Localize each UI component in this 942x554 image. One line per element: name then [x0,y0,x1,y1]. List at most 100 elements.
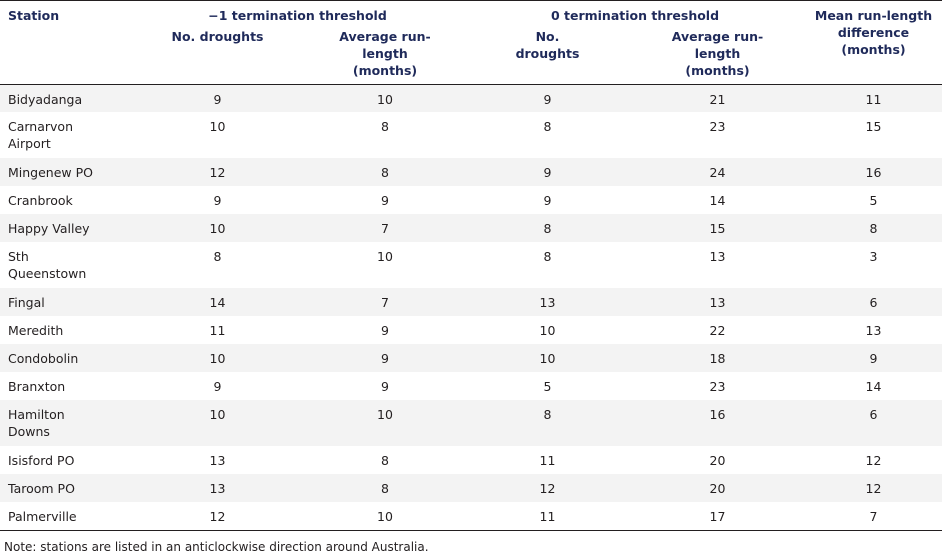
station-name-cell: Isisford PO [8,453,75,468]
zero-no-droughts-cell: 9 [543,193,552,208]
mean-difference-cell: 9 [869,351,878,366]
zero-no-droughts-cell: 10 [539,323,556,338]
minus1-no-droughts-header: No. droughts [171,28,264,44]
station-name-cell: Branxton [8,379,66,394]
zero-average-run-length-cell: 23 [709,119,726,134]
zero-average-run-length-cell: 13 [709,295,726,310]
mean-difference-cell: 5 [869,193,878,208]
zero-no-droughts-cell: 5 [543,379,552,394]
minus1-no-droughts-cell: 11 [209,323,226,338]
minus1-no-droughts-cell: 12 [209,509,226,524]
mean-difference-cell: 16 [865,165,882,180]
minus1-no-droughts-cell: 13 [209,453,226,468]
zero-average-run-length-cell: 17 [709,509,726,524]
minus1-average-run-length-cell: 7 [381,221,389,236]
zero-no-droughts-cell: 11 [539,509,556,524]
minus1-average-run-length-cell: 7 [381,295,389,310]
station-name-cell: Hamilton Downs [8,407,65,439]
zero-average-run-length-cell: 22 [709,323,726,338]
station-name-cell: Meredith [8,323,64,338]
table-row: Cranbrook 9 9 9 14 5 [0,186,942,214]
minus1-no-droughts-cell: 14 [209,295,226,310]
zero-average-run-length-cell: 20 [709,481,726,496]
zero-average-run-length-cell: 13 [709,249,726,264]
minus1-no-droughts-cell: 9 [213,379,222,394]
minus1-no-droughts-cell: 13 [209,481,226,496]
zero-no-droughts-cell: 11 [539,453,556,468]
mean-difference-column-header: Mean run-length difference (months) [814,8,933,57]
zero-average-run-length-cell: 23 [709,379,726,394]
zero-threshold-group-header: 0 termination threshold [550,8,720,23]
mean-difference-cell: 8 [869,221,878,236]
station-name-cell: Palmerville [8,509,77,524]
mean-difference-cell: 14 [865,379,882,394]
station-name-cell: Sth Queenstown [8,249,87,281]
table-footnote: Note: stations are listed in an anticloc… [4,540,429,554]
station-name-cell: Mingenew PO [8,165,93,180]
mean-difference-cell: 13 [865,323,882,338]
table-body: Bidyadanga 9 10 9 21 11 Carnarvon Airport 10 8 8 2… [0,84,942,530]
zero-no-droughts-cell: 9 [543,91,552,107]
zero-no-droughts-cell: 8 [543,249,552,264]
zero-average-run-length-cell: 14 [709,193,726,208]
table-row: Taroom PO 13 8 12 20 12 [0,474,942,502]
zero-no-droughts-cell: 8 [543,221,552,236]
table-row: Happy Valley 10 7 8 15 8 [0,214,942,242]
zero-no-droughts-cell: 9 [543,165,552,180]
zero-no-droughts-cell: 10 [539,351,556,366]
table-row: Sth Queenstown 8 10 8 13 3 [0,242,942,288]
station-column-header: Station [8,8,60,23]
zero-no-droughts-cell: 8 [543,407,552,422]
mean-difference-cell: 7 [869,509,878,524]
zero-no-droughts-header: No. droughts [515,28,580,61]
minus1-average-run-length-cell: 8 [381,165,389,180]
minus1-average-run-length-cell: 10 [377,509,393,524]
minus1-average-run-length-cell: 8 [381,119,389,134]
table-row: Isisford PO 13 8 11 20 12 [0,446,942,474]
zero-average-run-length-cell: 15 [709,221,726,236]
mean-difference-cell: 3 [869,249,878,264]
minus1-no-droughts-cell: 10 [209,119,226,134]
minus1-average-run-length-cell: 10 [377,407,393,422]
table-row: Condobolin 10 9 10 18 9 [0,344,942,372]
minus1-no-droughts-cell: 8 [213,249,222,264]
station-name-cell: Taroom PO [8,481,75,496]
minus1-average-run-length-cell: 9 [381,379,389,394]
minus1-average-run-length-cell: 10 [377,249,393,264]
table-row: Hamilton Downs 10 10 8 16 6 [0,400,942,446]
minus1-average-run-length-cell: 9 [381,323,389,338]
zero-no-droughts-cell: 13 [539,295,556,310]
zero-average-run-length-cell: 18 [709,351,726,366]
table-row: Bidyadanga 9 10 9 21 11 [0,84,942,112]
drought-statistics-table: Station −1 termination threshold 0 termi… [0,0,942,530]
station-name-cell: Bidyadanga [8,91,83,107]
mean-difference-cell: 6 [869,295,878,310]
station-name-cell: Fingal [8,295,45,310]
mean-difference-cell: 12 [865,481,882,496]
table-header: Station −1 termination threshold 0 termi… [0,0,942,84]
station-name-cell: Cranbrook [8,193,73,208]
station-name-cell: Carnarvon Airport [8,119,73,151]
zero-no-droughts-cell: 8 [543,119,552,134]
zero-average-run-length-header: Average run-length (months) [671,28,764,78]
minus1-average-run-length-cell: 10 [377,91,393,107]
table-row: Meredith 11 9 10 22 13 [0,316,942,344]
minus1-average-run-length-cell: 9 [381,351,389,366]
minus1-no-droughts-cell: 12 [209,165,226,180]
table-row: Branxton 9 9 5 23 14 [0,372,942,400]
zero-average-run-length-cell: 24 [709,165,726,180]
minus1-no-droughts-cell: 10 [209,407,226,422]
table-row: Carnarvon Airport 10 8 8 23 15 [0,112,942,158]
zero-average-run-length-cell: 16 [709,407,726,422]
minus1-no-droughts-cell: 10 [209,221,226,236]
mean-difference-cell: 12 [865,453,882,468]
minus1-average-run-length-cell: 9 [381,193,389,208]
table-row: Fingal 14 7 13 13 6 [0,288,942,316]
minus1-average-run-length-cell: 8 [381,453,389,468]
station-name-cell: Happy Valley [8,221,90,236]
minus1-threshold-group-header: −1 termination threshold [208,8,387,23]
minus1-no-droughts-cell: 9 [213,193,222,208]
minus1-average-run-length-cell: 8 [381,481,389,496]
minus1-no-droughts-cell: 10 [209,351,226,366]
